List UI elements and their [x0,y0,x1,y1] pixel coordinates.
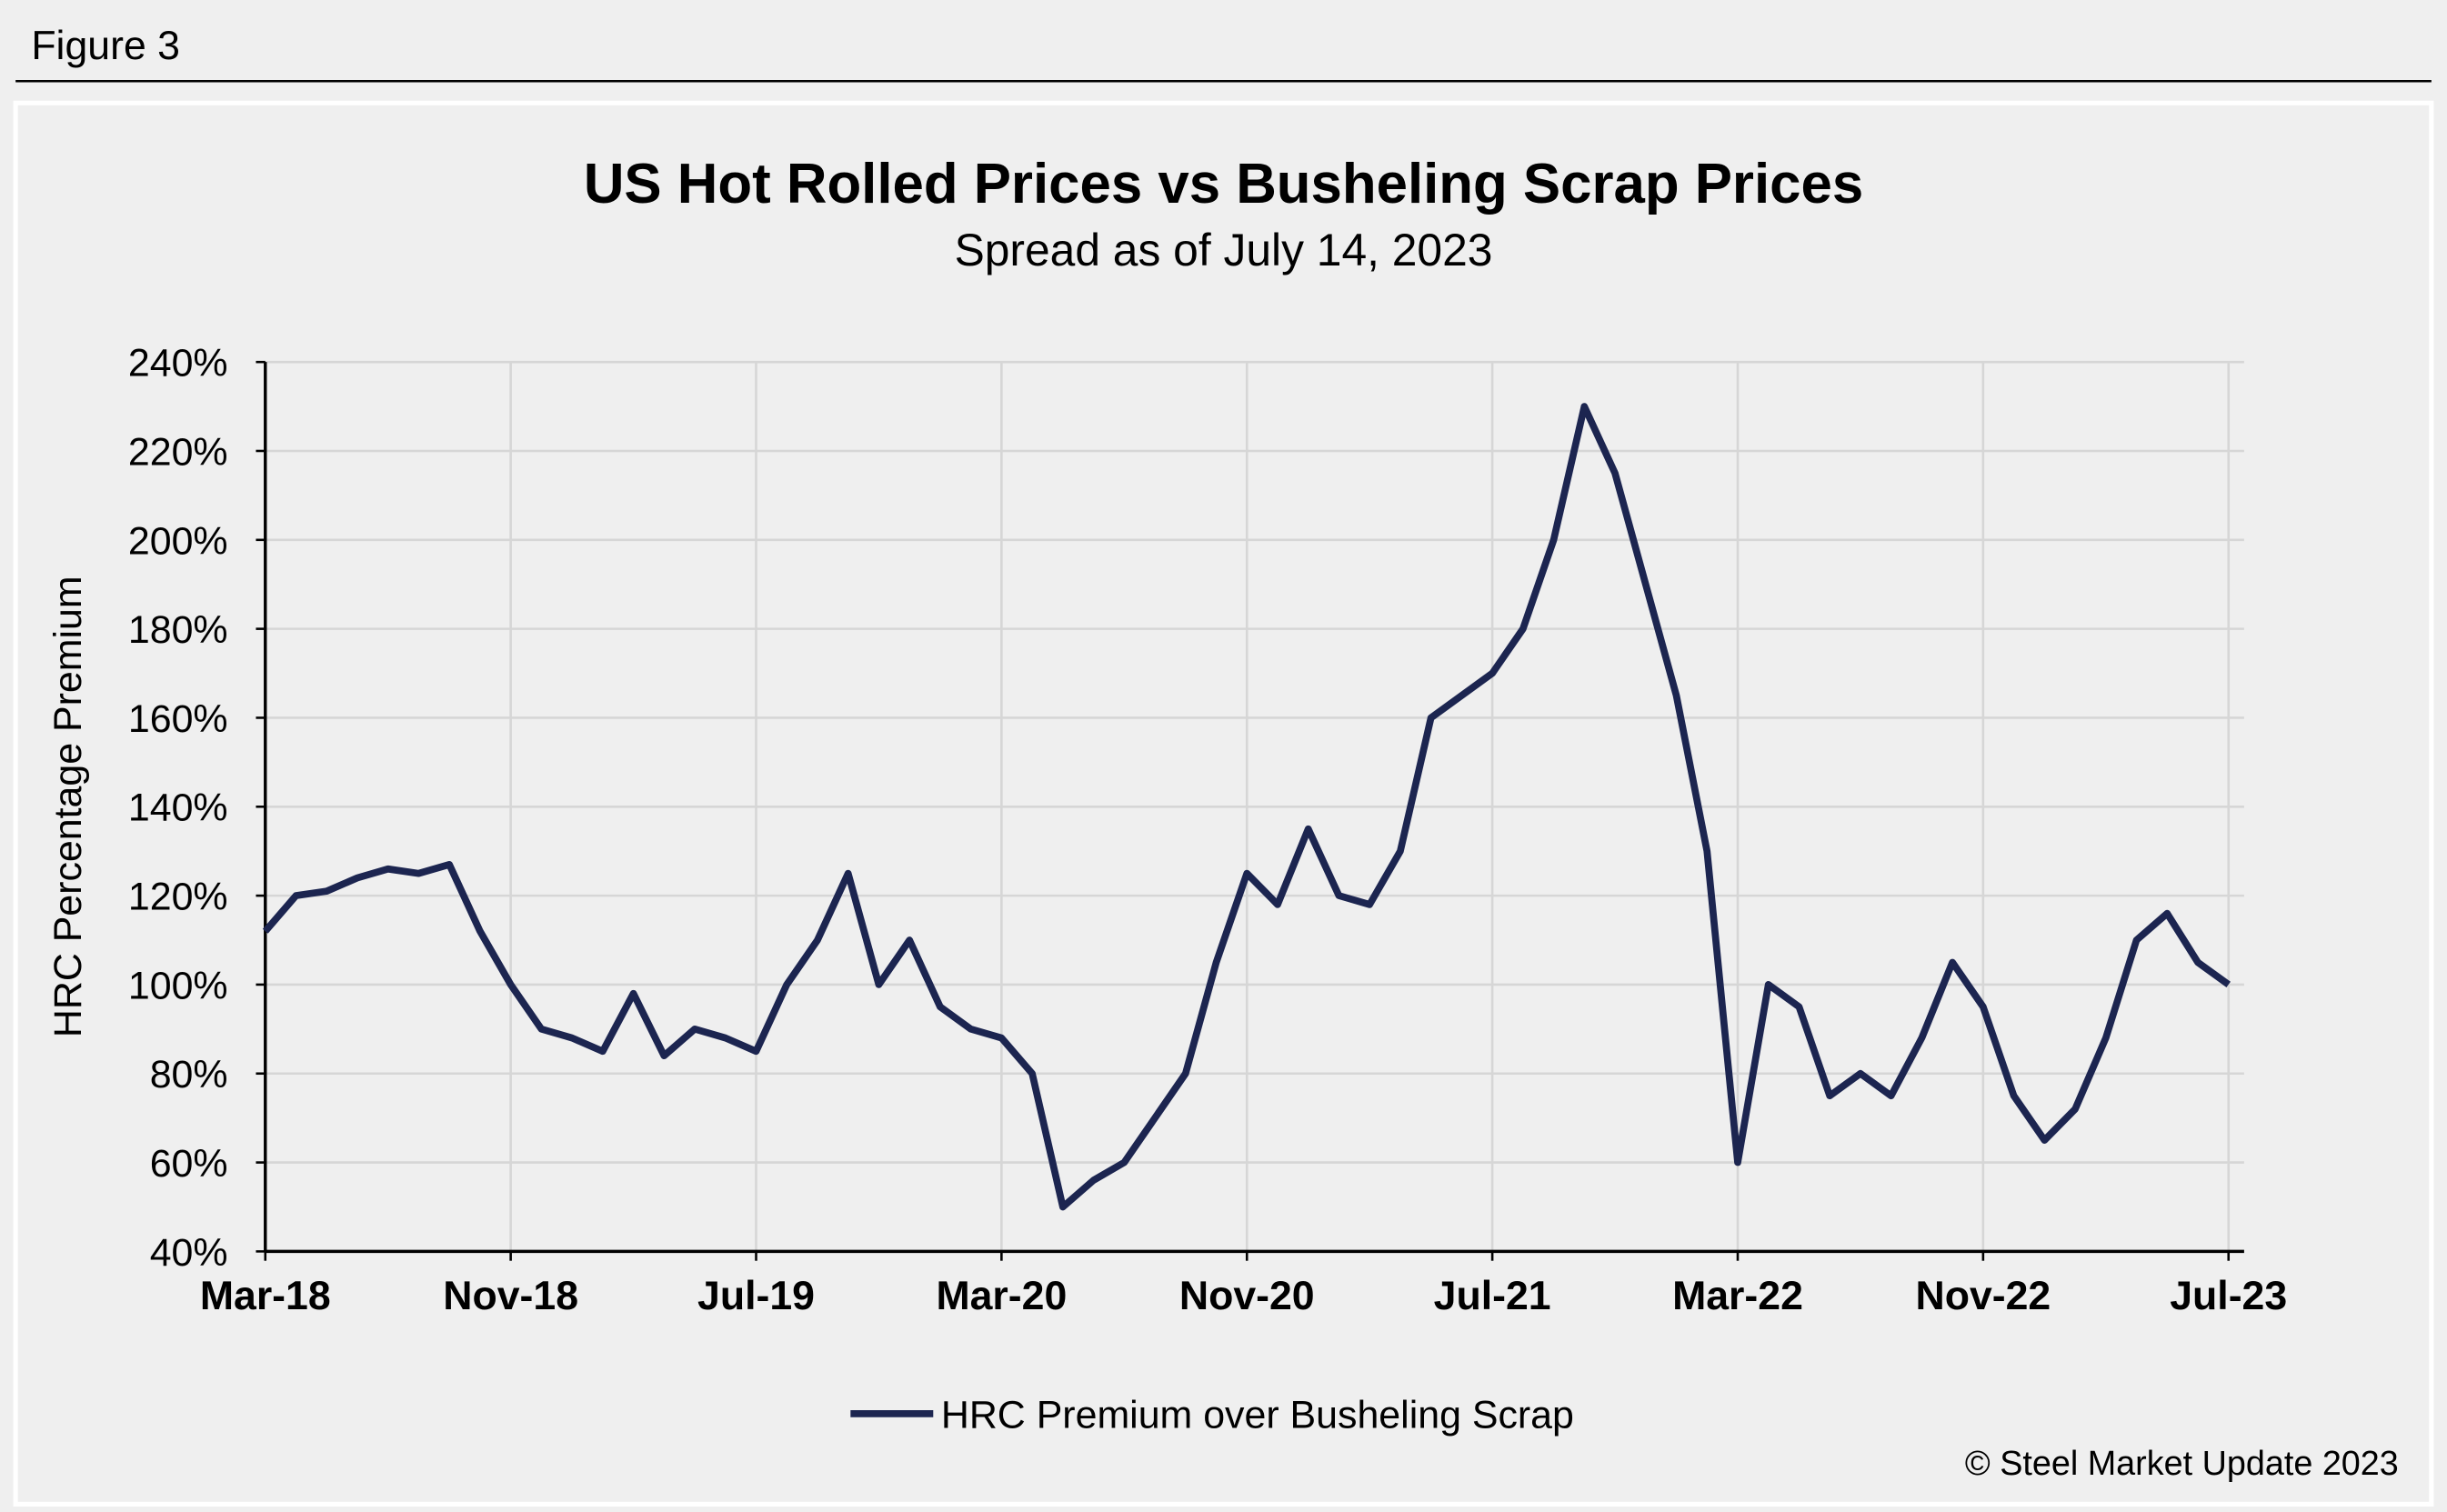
data-line [262,403,2231,1211]
legend-label: HRC Premium over Busheling Scrap [941,1393,1574,1437]
x-tick-label: Jul-23 [2170,1274,2287,1318]
chart-title: US Hot Rolled Prices vs Busheling Scrap … [584,153,1863,215]
x-tick-label: Mar-18 [200,1274,331,1318]
chart-panel [13,100,2434,1507]
y-tick-label: 140% [128,786,228,830]
copyright: © Steel Market Update 2023 [1965,1444,2399,1482]
x-tick-label: Mar-22 [1672,1274,1803,1318]
y-tick-label: 180% [128,608,228,652]
y-tick-label: 160% [128,697,228,741]
y-tick-label: 220% [128,430,228,474]
y-tick-label: 40% [150,1231,228,1275]
y-axis-label: HRC Percentage Premium [46,576,90,1037]
y-tick-label: 120% [128,876,228,919]
y-tick-label: 60% [150,1142,228,1186]
figure-label: Figure 3 [31,24,180,68]
y-tick-label: 240% [128,342,228,386]
x-tick-label: Jul-21 [1434,1274,1551,1318]
x-tick-label: Nov-18 [443,1274,578,1318]
x-tick-label: Nov-22 [1915,1274,2051,1318]
y-tick-label: 100% [128,964,228,1007]
y-tick-label: 200% [128,519,228,563]
x-tick-label: Mar-20 [936,1274,1067,1318]
x-tick-label: Nov-20 [1179,1274,1315,1318]
x-tick-label: Jul-19 [697,1274,815,1318]
chart-subtitle: Spread as of July 14, 2023 [955,225,1493,275]
y-tick-label: 80% [150,1053,228,1096]
